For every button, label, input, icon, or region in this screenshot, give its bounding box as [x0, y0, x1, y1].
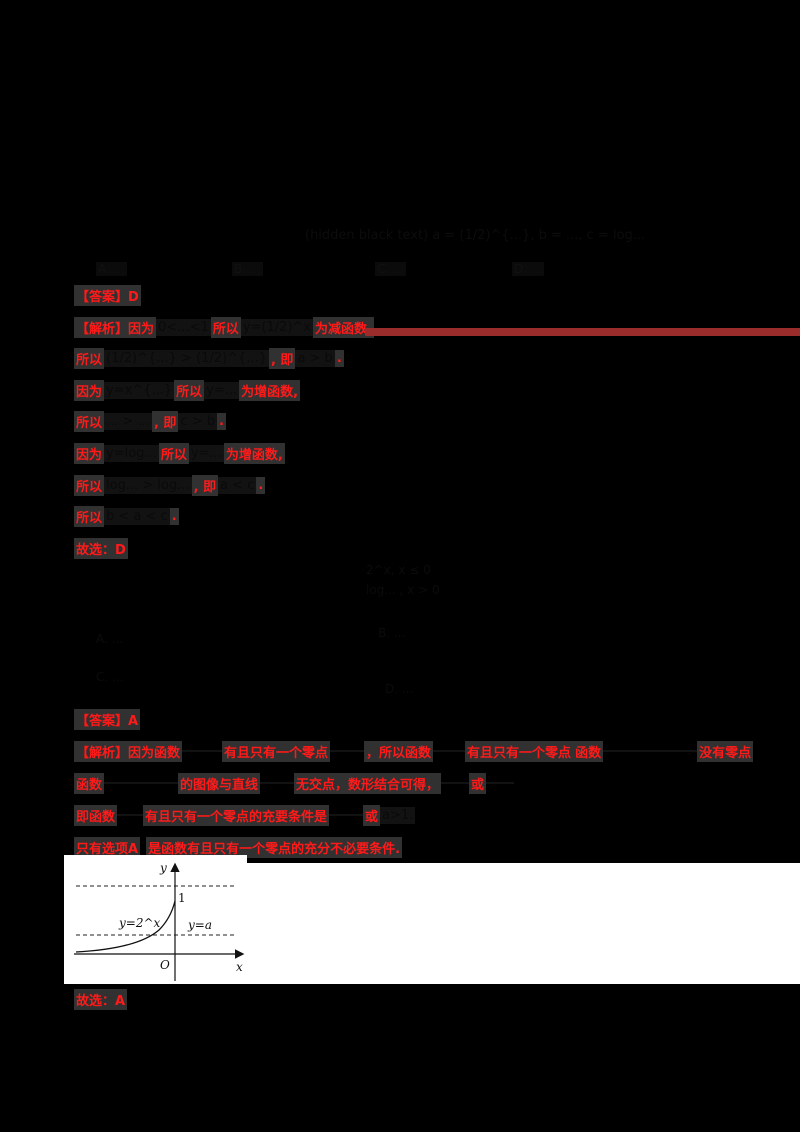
- analysis-prefix: 【解析】因为: [74, 316, 157, 338]
- analysis-connector: , 即: [191, 474, 219, 496]
- analysis-prefix: 函数: [74, 772, 105, 794]
- analysis-conclusion: 为增函数,: [223, 442, 285, 464]
- piecewise-case: 2^x, x ≤ 0: [366, 563, 431, 577]
- math-expr: y=(1/2)^x: [240, 318, 314, 336]
- analysis-prefix: 只有选项A: [74, 836, 141, 858]
- analysis-connector: , 即: [151, 410, 179, 432]
- math-expr: a < c: [218, 476, 257, 494]
- analysis-row: 因为 y=x^{...} 所以 y=... 为增函数,: [74, 379, 301, 401]
- math-expr: y=...: [188, 444, 224, 462]
- question-formula: (hidden black text) a = (1/2)^{...}, b =…: [305, 228, 646, 243]
- math-expr: [433, 750, 466, 752]
- analysis-connector: 所以: [158, 442, 189, 464]
- analysis-row: 函数 的图像与直线 无交点，数形结合可得， 或: [74, 772, 515, 794]
- analysis-text: 函数: [573, 740, 604, 762]
- analysis-prefix: 所以: [74, 347, 105, 369]
- analysis-text: 有且只有一个零点: [222, 740, 331, 762]
- math-expr: y=...: [204, 381, 240, 399]
- origin-label: O: [160, 958, 170, 972]
- math-expr: y=x^{...}: [104, 381, 175, 399]
- analysis-text: 有且只有一个零点: [465, 740, 574, 762]
- analysis-conclusion: .: [334, 349, 344, 367]
- analysis-text: 是函数有且只有一个零点的充分不必要条件.: [146, 836, 403, 858]
- math-expr: [441, 782, 470, 784]
- piecewise-case: log... , x > 0: [366, 583, 440, 597]
- analysis-row: 所以 (1/2)^{...} > (1/2)^{...} , 即 a > b .: [74, 347, 344, 369]
- math-expr: [486, 782, 515, 784]
- analysis-text: 有且只有一个零点的充要条件是: [143, 804, 330, 826]
- analysis-conclusion: 为增函数,: [239, 379, 301, 401]
- analysis-conclusion: 为减函数,: [313, 316, 374, 338]
- analysis-conclusion: .: [217, 412, 226, 430]
- answer-label-1: 【答案】D: [74, 284, 141, 306]
- math-expr: [329, 814, 364, 816]
- analysis-row: 所以 b < a < c .: [74, 505, 179, 527]
- analysis-prefix: 【解析】因为函数: [74, 740, 183, 762]
- answer-label-2: 【答案】A: [74, 708, 141, 730]
- option-a: A. ...: [96, 262, 128, 276]
- analysis-text: ，所以函数: [364, 740, 434, 762]
- exponential-graph: y x O 1 y=2^x y=a: [74, 861, 245, 981]
- final-answer-2: 故选：A: [74, 988, 128, 1010]
- option-c: C. ...: [375, 262, 407, 276]
- math-expr: [260, 782, 295, 784]
- analysis-prefix: 即函数: [74, 804, 118, 826]
- analysis-conclusion: .: [169, 507, 179, 525]
- math-expr: a > b: [295, 349, 335, 367]
- analysis-row: 即函数 有且只有一个零点的充要条件是 或 a>1.: [74, 804, 416, 826]
- analysis-prefix: 所以: [74, 505, 105, 527]
- final-answer-1: 故选：D: [74, 537, 128, 559]
- analysis-prefix: 所以: [74, 410, 105, 432]
- math-expr: [117, 814, 144, 816]
- analysis-conclusion: .: [256, 476, 266, 494]
- math-expr: 0<...<1: [156, 318, 211, 336]
- answer-text: 【答案】A: [74, 708, 141, 730]
- y-axis-label: y: [159, 861, 167, 875]
- option-d: D. ...: [512, 262, 545, 276]
- math-expr: c > b: [178, 412, 217, 430]
- answer-text: 【答案】D: [74, 284, 141, 306]
- math-expr: ... > ...: [104, 412, 152, 430]
- math-expr: log... > log...: [104, 476, 192, 494]
- analysis-text: 或: [469, 772, 487, 794]
- option-b: B. ...: [378, 626, 406, 640]
- option-b: B. ...: [232, 262, 264, 276]
- highlight-bar: [365, 328, 800, 336]
- analysis-row: 因为 y=log... 所以 y=... 为增函数,: [74, 442, 285, 464]
- x-axis-label: x: [236, 960, 243, 974]
- option-d: D. ...: [385, 682, 414, 696]
- analysis-connector: 所以: [174, 379, 205, 401]
- math-expr: [330, 750, 365, 752]
- analysis-connector: , 即: [268, 347, 296, 369]
- analysis-prefix: 因为: [74, 379, 105, 401]
- piecewise-function: 2^x, x ≤ 0 log... , x > 0: [310, 563, 440, 597]
- analysis-text: 的图像与直线: [178, 772, 261, 794]
- math-expr: [182, 750, 223, 752]
- final-answer-text: 故选：D: [74, 537, 128, 559]
- math-expr: y=log...: [104, 444, 159, 462]
- math-expr: b < a < c: [104, 507, 170, 525]
- analysis-connector: 所以: [210, 316, 241, 338]
- graph-figure: y x O 1 y=2^x y=a: [64, 855, 247, 984]
- math-expr: (1/2)^{...} > (1/2)^{...}: [104, 349, 269, 367]
- analysis-text: 无交点，数形结合可得，: [294, 772, 442, 794]
- analysis-text: 没有零点: [697, 740, 754, 762]
- final-answer-text: 故选：A: [74, 988, 128, 1010]
- line-label: y=a: [187, 918, 212, 932]
- option-a: A. ...: [96, 632, 124, 646]
- analysis-row: 【解析】因为 0<...<1 所以 y=(1/2)^x 为减函数,: [74, 316, 374, 338]
- math-expr: [104, 782, 179, 784]
- analysis-prefix: 因为: [74, 442, 105, 464]
- math-expr: [603, 750, 698, 752]
- analysis-text: 或: [363, 804, 381, 826]
- option-c: C. ...: [96, 670, 124, 684]
- analysis-row: 所以 log... > log... , 即 a < c .: [74, 474, 266, 496]
- tick-one-label: 1: [178, 891, 186, 905]
- analysis-row: 【解析】因为函数 有且只有一个零点 ，所以函数 有且只有一个零点 函数 没有零点: [74, 740, 754, 762]
- analysis-prefix: 所以: [74, 474, 105, 496]
- curve-label: y=2^x: [118, 916, 161, 930]
- math-expr: a>1.: [380, 806, 416, 824]
- analysis-row: 只有选项A 是函数有且只有一个零点的充分不必要条件.: [74, 836, 403, 858]
- analysis-row: 所以 ... > ... , 即 c > b .: [74, 410, 226, 432]
